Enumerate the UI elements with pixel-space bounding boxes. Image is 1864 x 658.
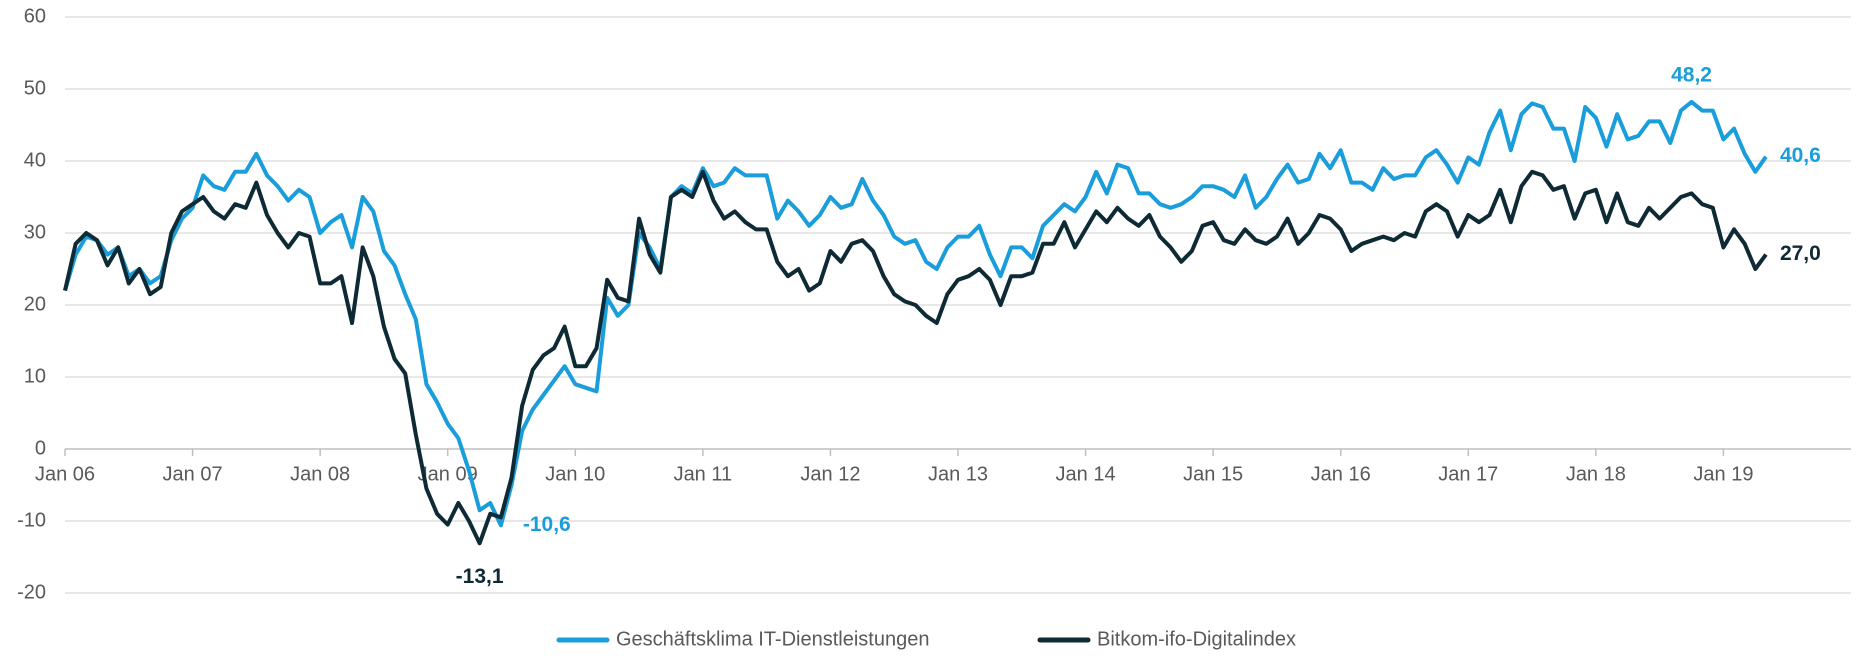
- legend-label: Geschäftsklima IT-Dienstleistungen: [616, 628, 929, 650]
- y-tick-label: 10: [24, 365, 46, 387]
- x-tick-label: Jan 07: [163, 463, 223, 485]
- y-tick-label: 40: [24, 149, 46, 171]
- y-tick-label: -20: [17, 581, 46, 603]
- x-tick-label: Jan 16: [1311, 463, 1371, 485]
- x-tick-label: Jan 13: [928, 463, 988, 485]
- x-tick-label: Jan 10: [545, 463, 605, 485]
- y-tick-label: 30: [24, 221, 46, 243]
- x-tick-label: Jan 11: [674, 463, 733, 485]
- y-tick-label: 0: [35, 437, 46, 459]
- data-line: [63, 169, 1768, 546]
- x-tick-label: Jan 18: [1566, 463, 1626, 485]
- x-tick-label: Jan 08: [290, 463, 350, 485]
- data-label: -13,1: [456, 565, 504, 588]
- data-label: 27,0: [1780, 242, 1821, 265]
- x-tick-label: Jan 15: [1183, 463, 1243, 485]
- x-tick-label: Jan 19: [1693, 463, 1753, 485]
- y-tick-label: 60: [24, 5, 46, 27]
- x-tick-label: Jan 12: [800, 463, 860, 485]
- y-tick-label: 50: [24, 77, 46, 99]
- data-line: [63, 99, 1768, 528]
- x-tick-label: Jan 06: [35, 463, 95, 485]
- data-label: 40,6: [1780, 144, 1821, 167]
- legend-label: Bitkom-ifo-Digitalindex: [1097, 628, 1296, 650]
- data-label: 48,2: [1671, 64, 1712, 87]
- x-tick-label: Jan 17: [1438, 463, 1498, 485]
- y-tick-label: -10: [17, 509, 46, 531]
- x-tick-label: Jan 09: [418, 463, 478, 485]
- data-label: -10,6: [523, 513, 571, 536]
- x-tick-label: Jan 14: [1056, 463, 1116, 485]
- y-tick-label: 20: [24, 293, 46, 315]
